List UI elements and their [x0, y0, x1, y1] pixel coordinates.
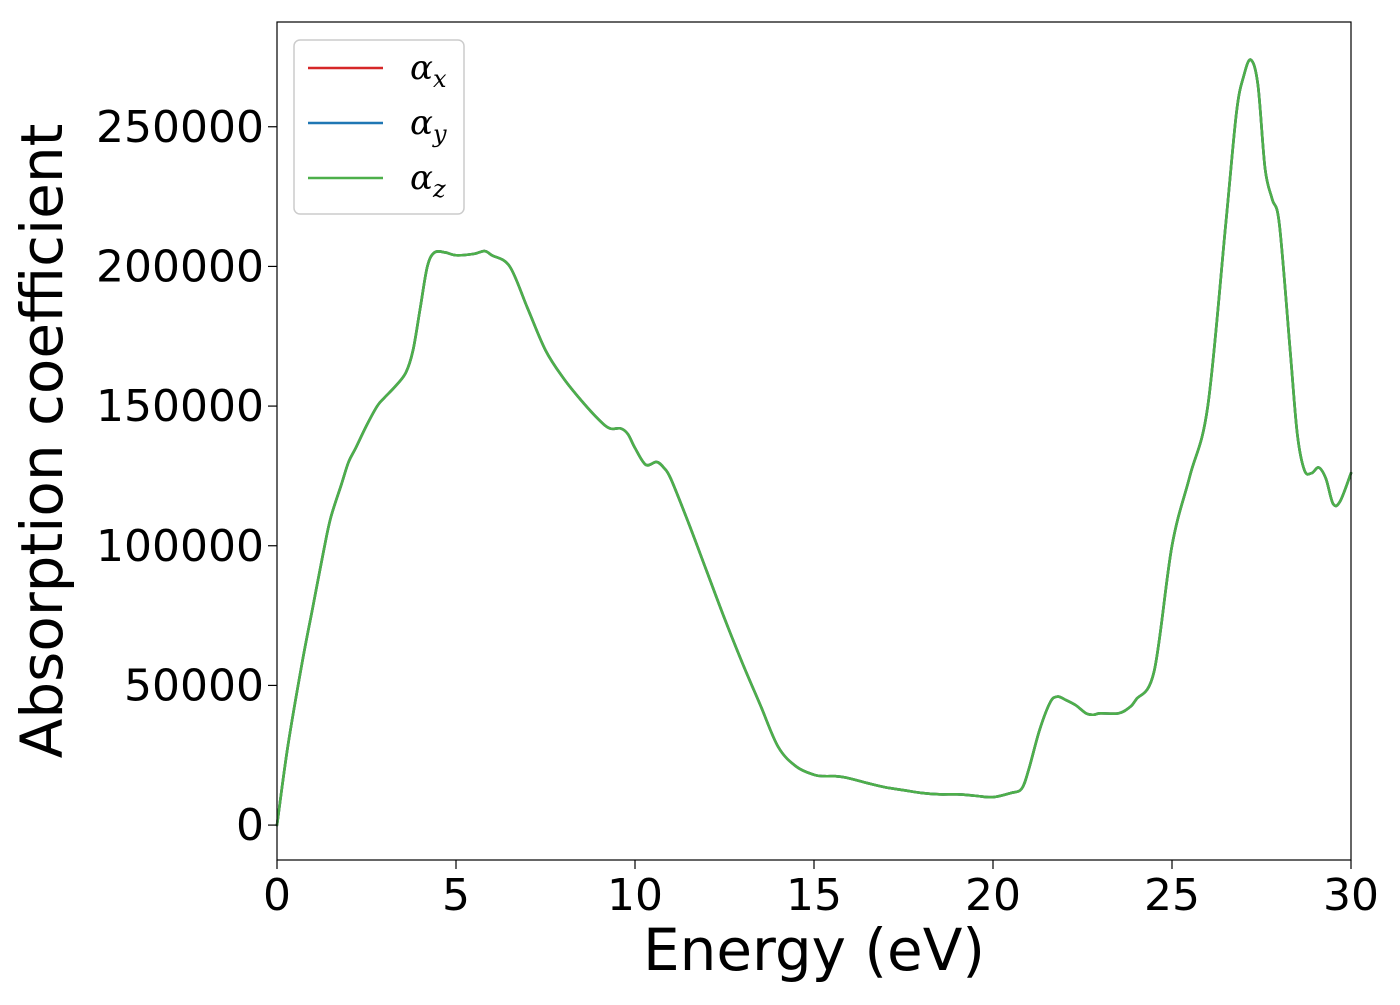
y-tick-label: 100000 [96, 521, 264, 572]
x-tick-label: 0 [263, 870, 291, 921]
y-tick-label: 50000 [124, 660, 264, 711]
y-axis-ticks: 0 50000 100000 150000 200000 250000 [96, 102, 277, 851]
series-line-3 [275, 58, 1353, 827]
y-tick-label: 0 [236, 800, 264, 851]
x-tick-label: 5 [442, 870, 470, 921]
x-tick-label: 15 [786, 870, 842, 921]
legend-symbol: α [410, 103, 433, 143]
y-tick-label: 200000 [96, 241, 264, 292]
y-tick-label: 150000 [96, 381, 264, 432]
legend-label-1: αx [410, 48, 447, 93]
legend-box [293, 39, 465, 215]
legend-symbol: α [410, 158, 433, 198]
x-tick-label: 10 [607, 870, 663, 921]
legend-subscript: x [433, 65, 447, 93]
x-tick-label: 30 [1323, 870, 1379, 921]
legend-label-3: αz [410, 158, 446, 203]
x-axis-label: Energy (eV) [643, 916, 985, 984]
y-tick-label: 250000 [96, 102, 264, 153]
legend-label-2: αy [410, 103, 447, 148]
legend-symbol: α [410, 48, 433, 88]
x-axis-ticks: 0 5 10 15 20 25 30 [263, 860, 1379, 921]
legend-subscript: y [432, 120, 447, 148]
y-axis-label: Absorption coefficient [8, 124, 76, 759]
x-tick-label: 25 [1144, 870, 1200, 921]
legend-subscript: z [432, 175, 446, 203]
series-layer [275, 58, 1353, 827]
x-tick-label: 20 [965, 870, 1021, 921]
